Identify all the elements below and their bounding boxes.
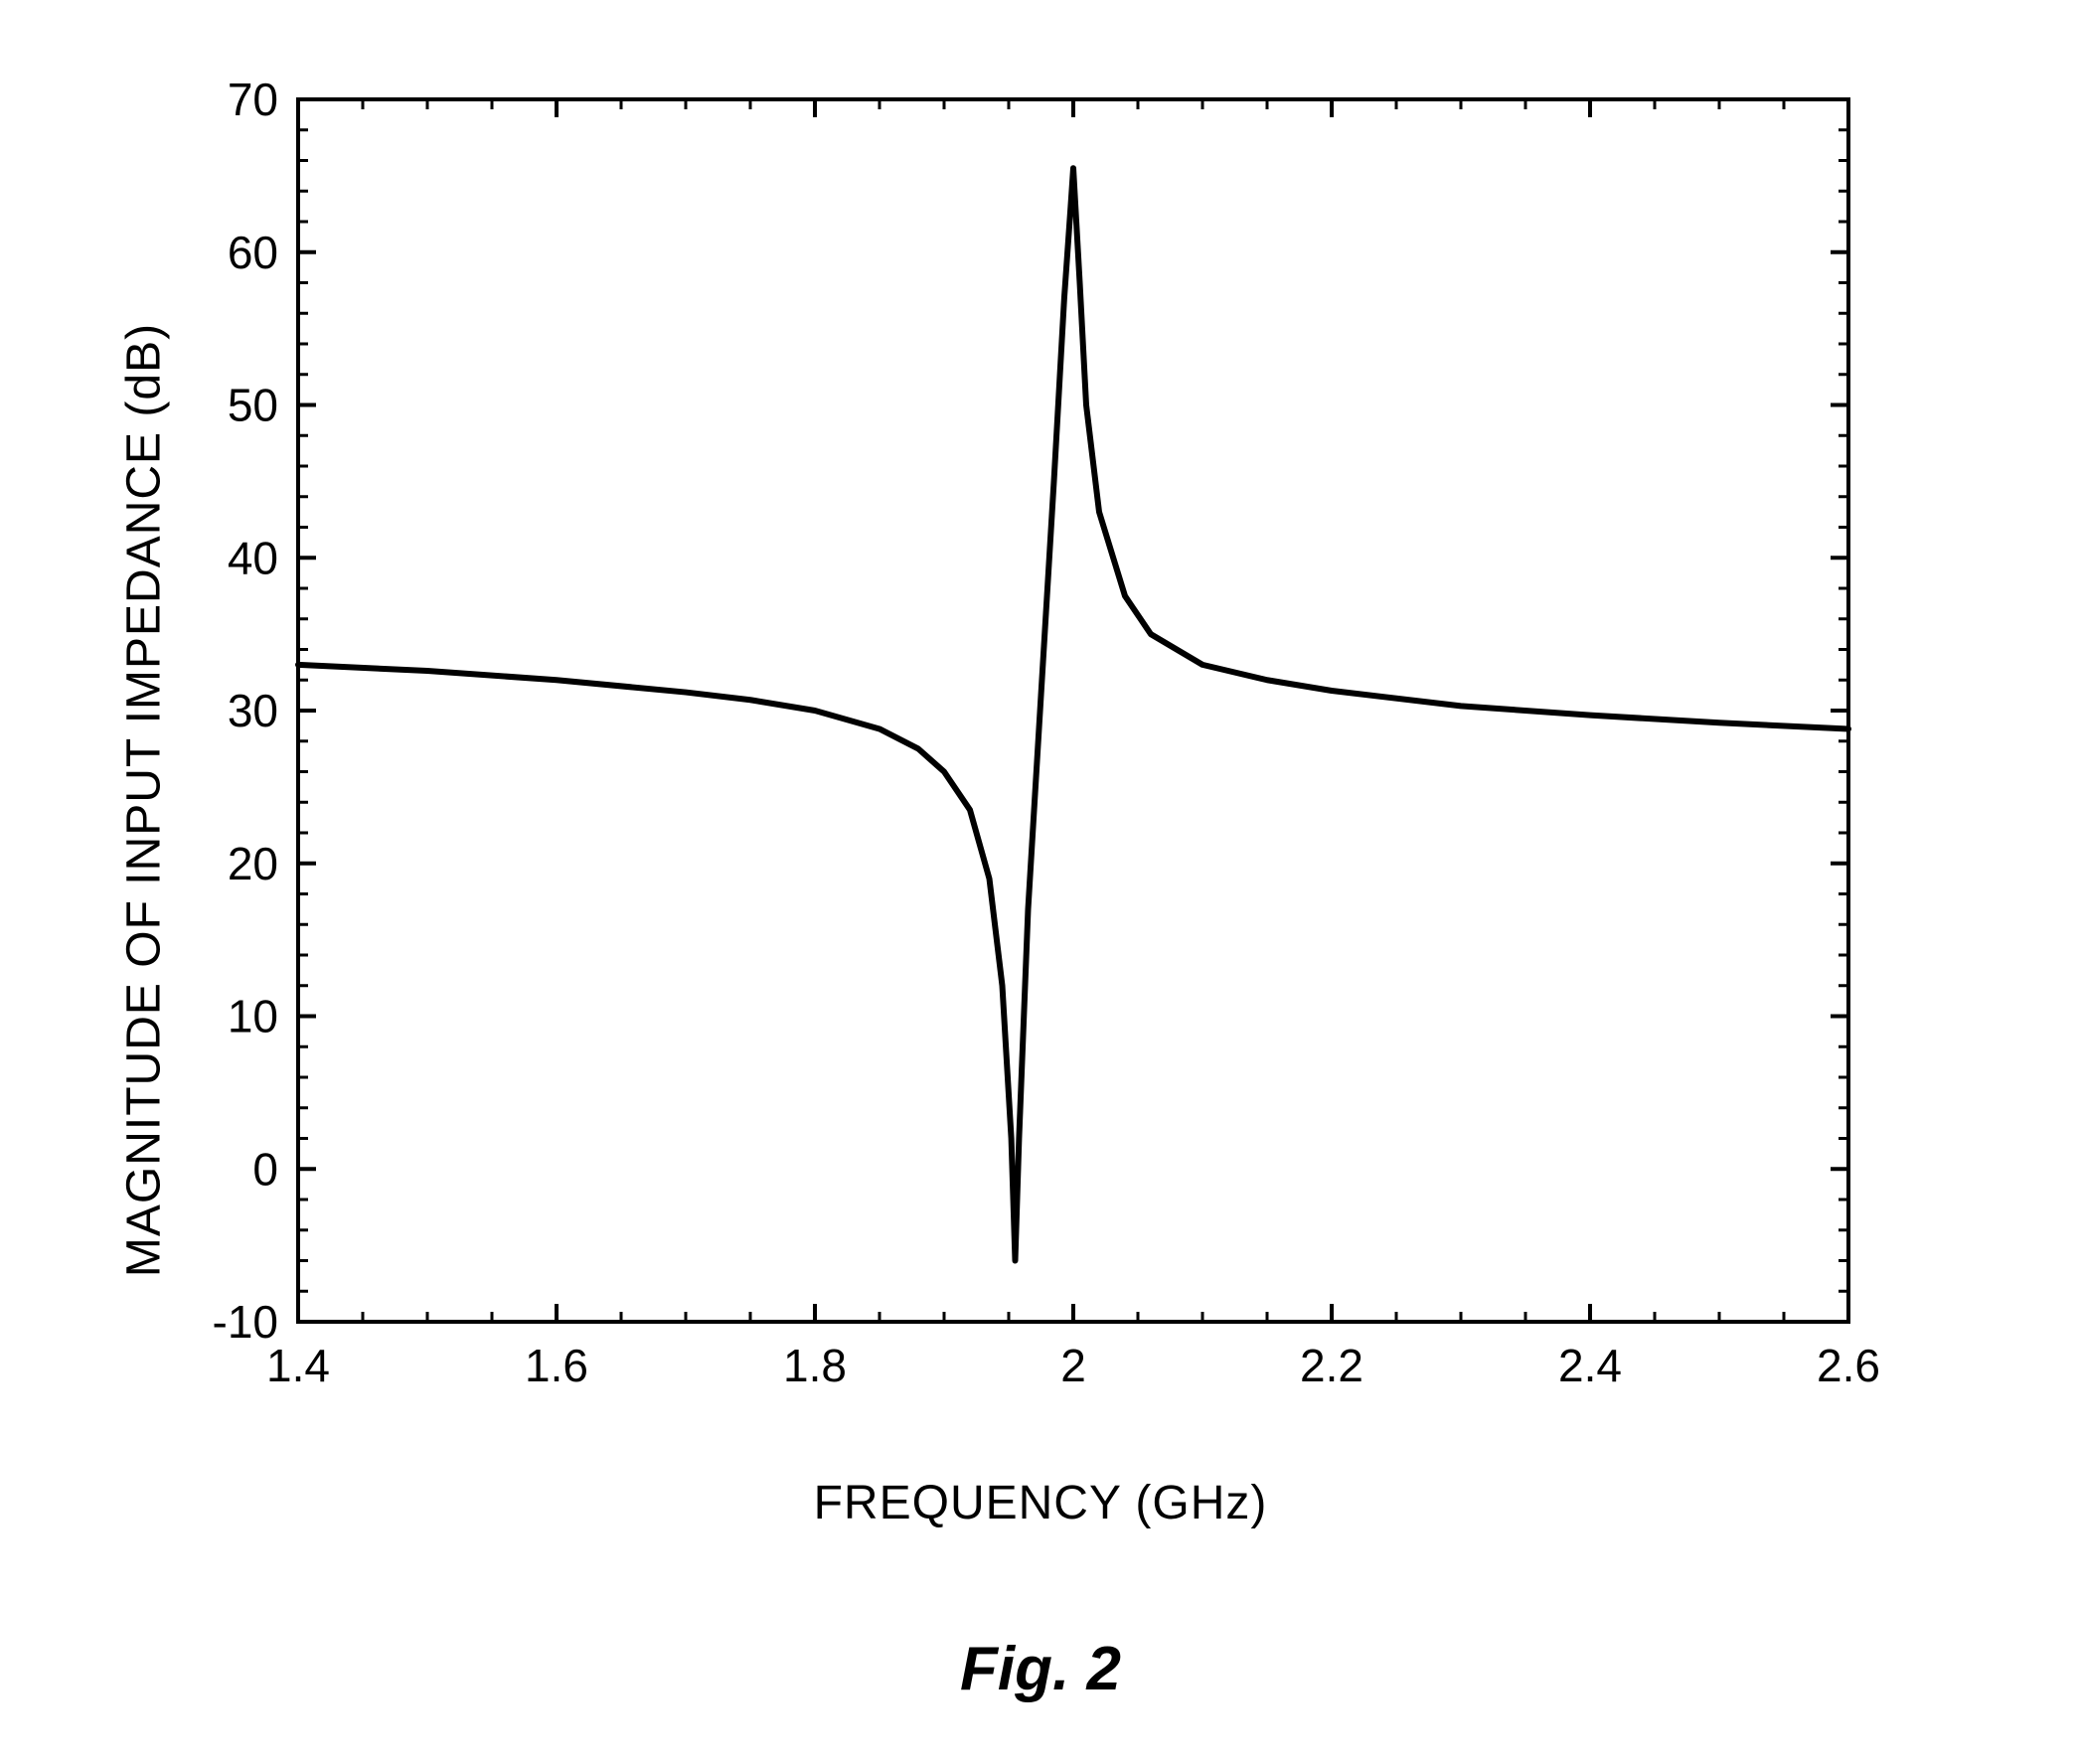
x-tick-label: 2.2 <box>1300 1340 1363 1391</box>
x-axis-label: FREQUENCY (GHz) <box>814 1476 1268 1530</box>
x-tick-label: 1.8 <box>783 1340 847 1391</box>
x-tick-label: 2.4 <box>1558 1340 1622 1391</box>
figure-caption: Fig. 2 <box>960 1634 1121 1704</box>
y-tick-label: 0 <box>252 1143 278 1195</box>
y-tick-label: 10 <box>228 991 278 1042</box>
y-tick-label: 50 <box>228 380 278 431</box>
y-tick-label: 40 <box>228 532 278 583</box>
x-tick-label: 2 <box>1060 1340 1086 1391</box>
y-tick-label: 20 <box>228 838 278 889</box>
chart-svg: 1.41.61.822.22.42.6-10010203040506070 <box>119 80 1888 1461</box>
y-axis-label: MAGNITUDE OF INPUT IMPEDANCE (dB) <box>117 323 172 1277</box>
y-tick-label: 70 <box>228 80 278 125</box>
x-tick-label: 2.6 <box>1817 1340 1880 1391</box>
impedance-chart: MAGNITUDE OF INPUT IMPEDANCE (dB) 1.41.6… <box>119 80 1962 1521</box>
x-tick-label: 1.6 <box>525 1340 588 1391</box>
y-tick-label: 60 <box>228 227 278 278</box>
y-tick-label: -10 <box>213 1296 278 1348</box>
y-tick-label: 30 <box>228 685 278 736</box>
